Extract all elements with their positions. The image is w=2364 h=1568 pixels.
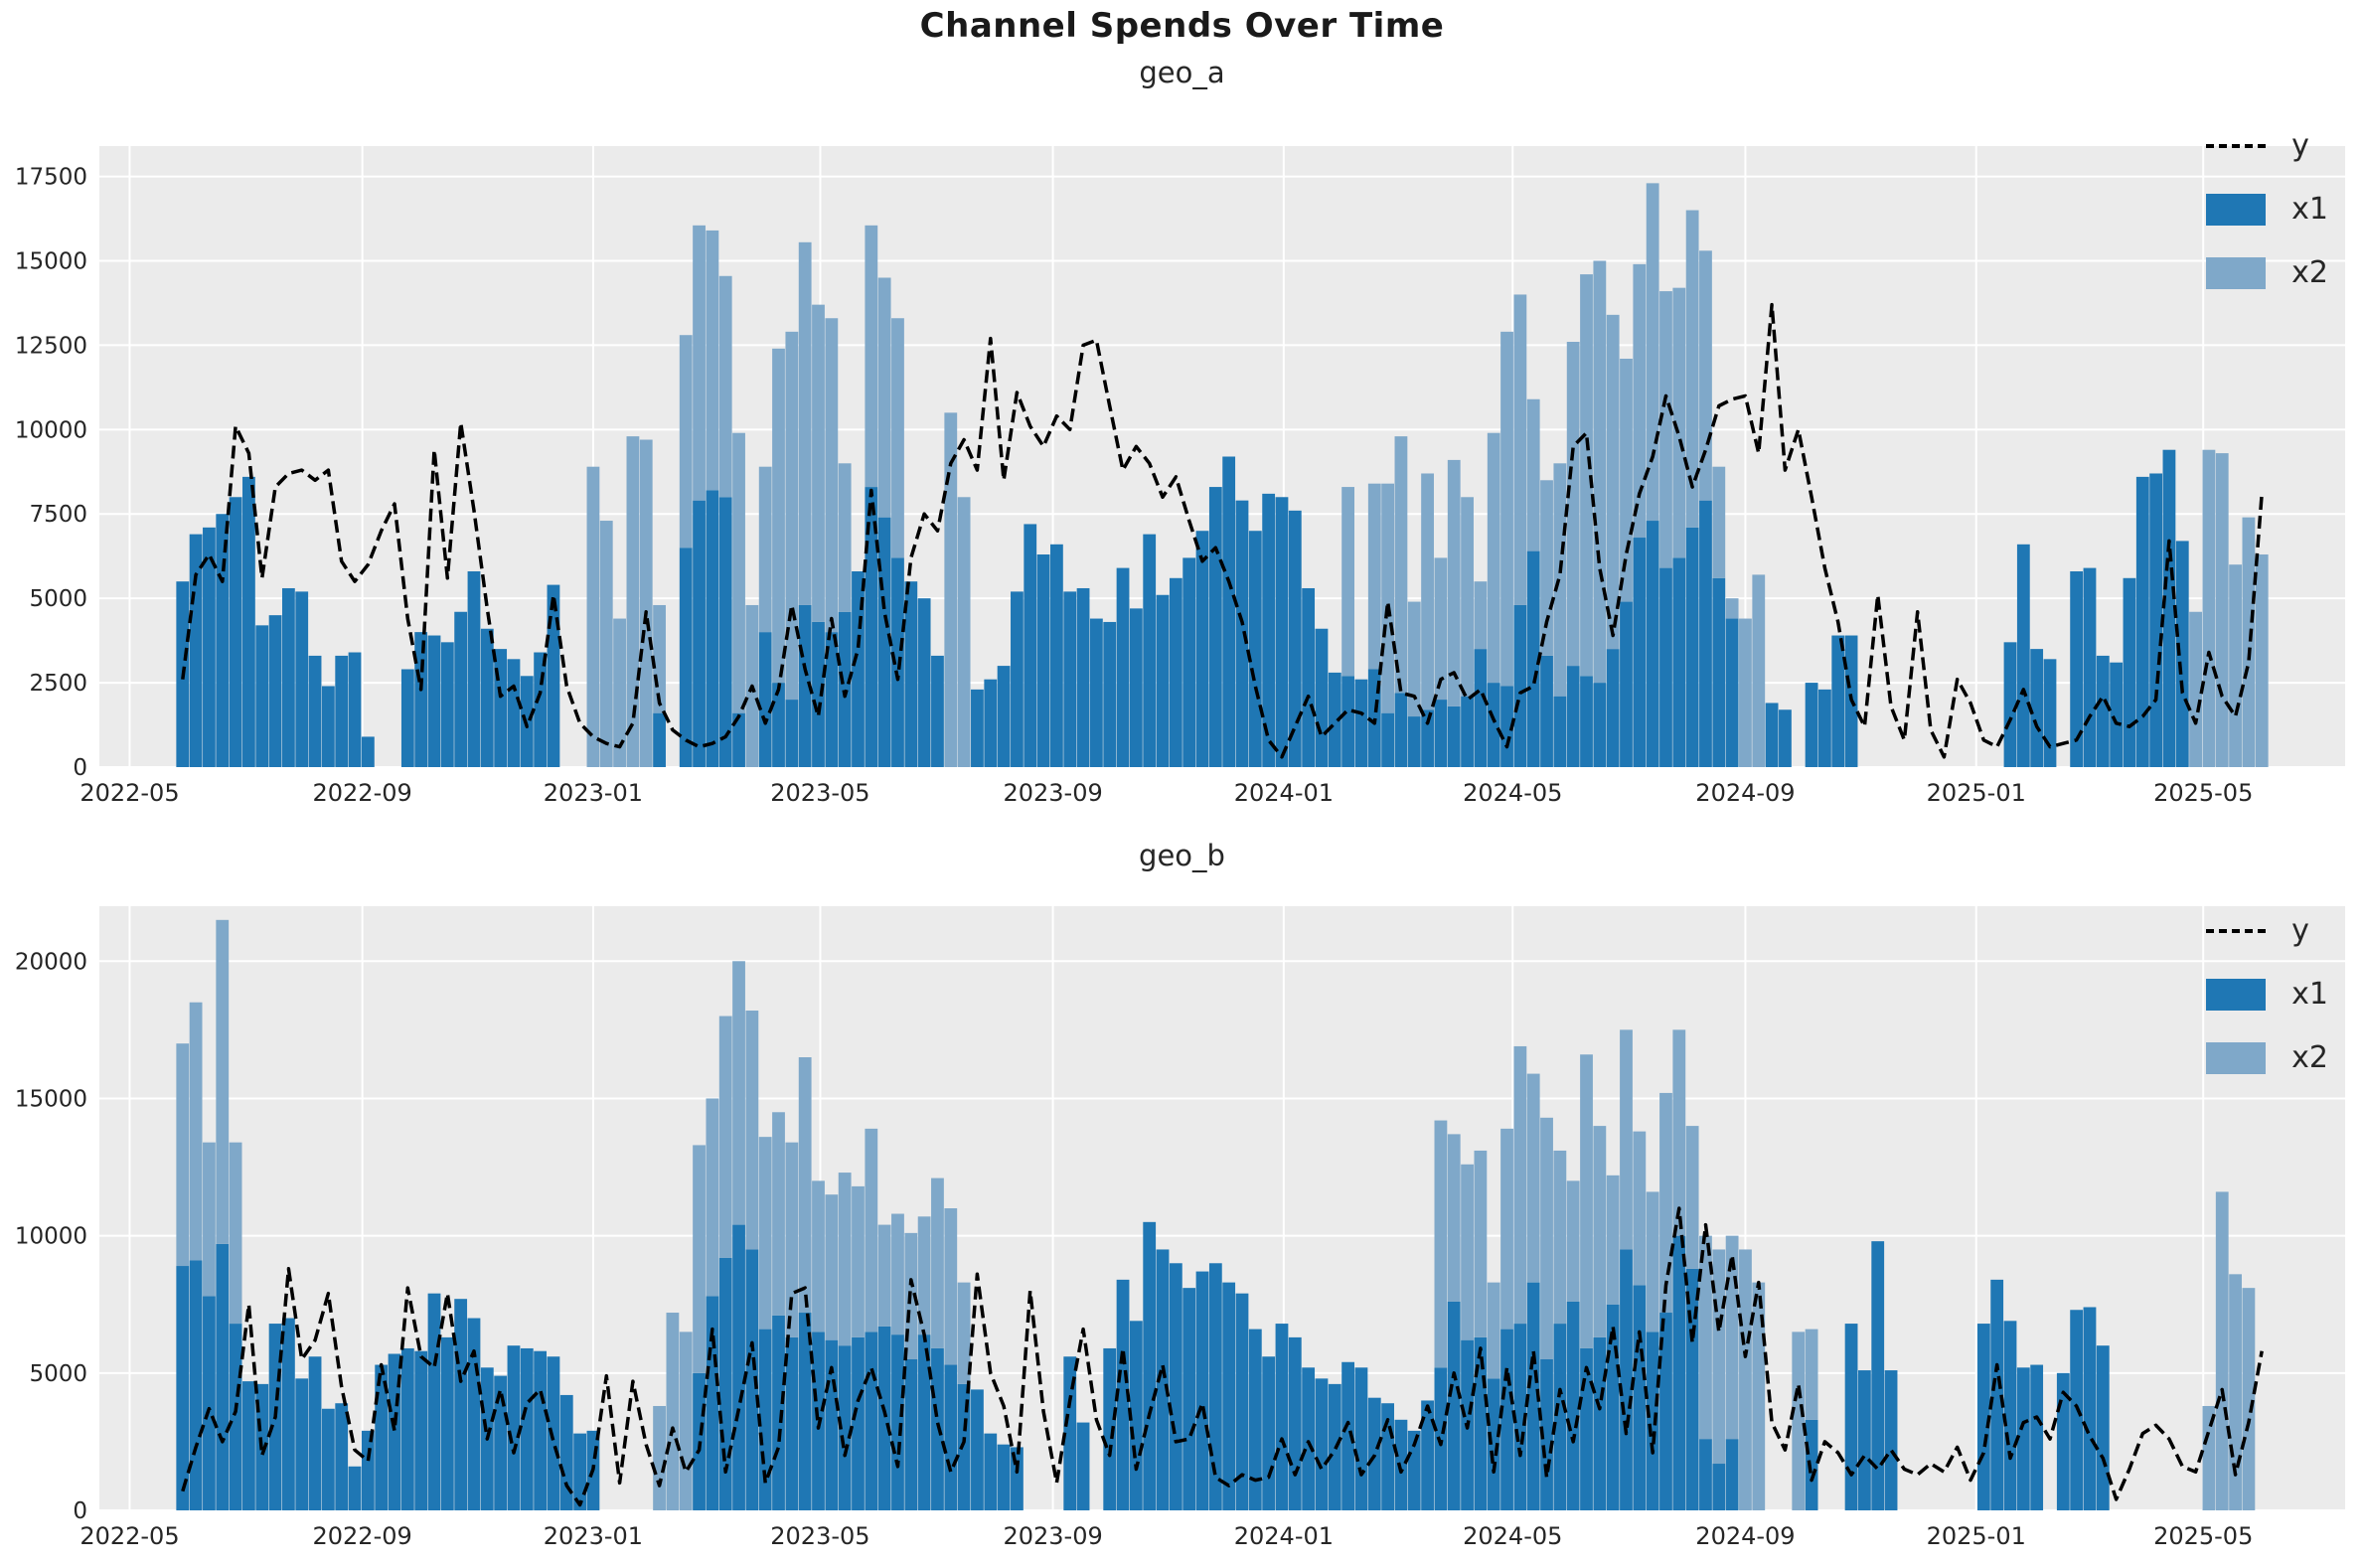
y-line: [181, 302, 2264, 759]
legend-item-y: y: [2206, 121, 2328, 171]
legend-label-x1: x1: [2291, 192, 2328, 227]
legend-geo-b: y x1 x2: [2206, 906, 2328, 1083]
svg-text:2023-05: 2023-05: [770, 1522, 869, 1550]
svg-text:17500: 17500: [15, 165, 87, 191]
svg-text:2022-09: 2022-09: [313, 779, 412, 807]
subplot-title-geo-b: geo_b: [1139, 839, 1225, 872]
svg-text:2022-05: 2022-05: [79, 779, 179, 807]
svg-text:2023-01: 2023-01: [544, 1522, 643, 1550]
svg-text:2024-01: 2024-01: [1234, 779, 1334, 807]
legend-label-x1: x1: [2291, 977, 2328, 1012]
legend-label-x2: x2: [2291, 255, 2328, 290]
bars-x2-layer: [586, 183, 2269, 767]
svg-text:2023-05: 2023-05: [770, 779, 869, 807]
figure-title: Channel Spends Over Time: [919, 6, 1445, 46]
svg-text:2500: 2500: [29, 671, 87, 697]
dashed-line-sample-icon: [2206, 144, 2267, 148]
bars-x1-layer: [176, 1221, 2110, 1510]
x2-color-swatch: [2206, 257, 2267, 289]
chart-geo_b: 0 5000 10000 15000 20000 2022-05 2022-09 2023-0…: [15, 906, 2345, 1550]
svg-text:2022-05: 2022-05: [79, 1522, 179, 1550]
y-tick-labels: 0 5000 10000 15000 20000: [15, 949, 87, 1524]
svg-text:20000: 20000: [15, 949, 87, 975]
svg-text:2022-09: 2022-09: [313, 1522, 412, 1550]
svg-text:2024-09: 2024-09: [1695, 1522, 1795, 1550]
svg-text:2025-05: 2025-05: [2153, 1522, 2253, 1550]
svg-text:2025-01: 2025-01: [1927, 1522, 2026, 1550]
x1-color-swatch: [2206, 194, 2267, 226]
legend-geo-a: y x1 x2: [2206, 121, 2328, 298]
svg-text:0: 0: [73, 755, 87, 781]
bars-x1-layer: [176, 449, 2189, 767]
dashed-line-sample-icon: [2206, 929, 2267, 933]
svg-text:2024-09: 2024-09: [1695, 779, 1795, 807]
svg-text:2024-05: 2024-05: [1463, 1522, 1562, 1550]
svg-text:2025-05: 2025-05: [2153, 779, 2253, 807]
svg-text:2023-09: 2023-09: [1003, 1522, 1102, 1550]
svg-text:15000: 15000: [15, 1086, 87, 1112]
legend-item-y: y: [2206, 906, 2328, 956]
svg-text:2025-01: 2025-01: [1927, 779, 2026, 807]
svg-text:5000: 5000: [29, 1361, 87, 1387]
svg-text:2023-09: 2023-09: [1003, 779, 1102, 807]
legend-label-x2: x2: [2291, 1040, 2328, 1075]
svg-text:2024-05: 2024-05: [1463, 779, 1562, 807]
y-tick-labels: 0 2500 5000 7500 10000 12500 15000 17500: [15, 165, 87, 781]
svg-text:10000: 10000: [15, 417, 87, 443]
x1-color-swatch: [2206, 979, 2267, 1011]
legend-item-x1: x1: [2206, 185, 2328, 235]
svg-text:0: 0: [73, 1498, 87, 1524]
svg-text:2024-01: 2024-01: [1234, 1522, 1334, 1550]
y-line: [181, 1206, 2264, 1507]
x2-color-swatch: [2206, 1042, 2267, 1074]
legend-item-x2: x2: [2206, 248, 2328, 298]
svg-text:12500: 12500: [15, 333, 87, 359]
chart-geo_a: 0 2500 5000 7500 10000 12500 15000 17500 2022-05…: [15, 146, 2345, 807]
svg-text:7500: 7500: [29, 502, 87, 528]
x-tick-labels: 2022-05 2022-09 2023-01 2023-05 2023-09 2024-…: [79, 779, 2253, 807]
svg-text:10000: 10000: [15, 1224, 87, 1250]
legend-label-y: y: [2291, 913, 2309, 948]
svg-text:2023-01: 2023-01: [544, 779, 643, 807]
legend-item-x1: x1: [2206, 970, 2328, 1019]
legend-item-x2: x2: [2206, 1033, 2328, 1083]
svg-text:15000: 15000: [15, 248, 87, 274]
legend-label-y: y: [2291, 128, 2309, 163]
subplot-title-geo-a: geo_a: [1139, 56, 1225, 89]
x-tick-labels: 2022-05 2022-09 2023-01 2023-05 2023-09 2024-…: [79, 1522, 2253, 1550]
svg-text:5000: 5000: [29, 586, 87, 612]
bars-x2-layer: [176, 919, 2256, 1510]
